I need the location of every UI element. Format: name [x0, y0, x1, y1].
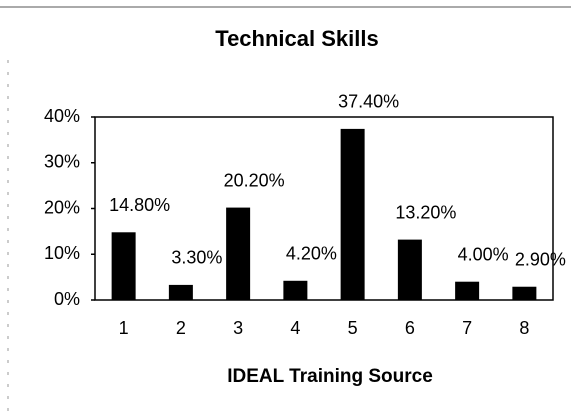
data-label: 4.20%	[286, 244, 337, 264]
y-tick-label: 40%	[44, 106, 80, 126]
x-tick-label: 2	[176, 318, 186, 338]
data-label: 4.00%	[458, 244, 509, 264]
bar	[168, 284, 193, 300]
data-label: 20.20%	[224, 170, 285, 190]
chart-title: Technical Skills	[215, 26, 378, 51]
x-tick-label: 3	[233, 318, 243, 338]
x-tick-label: 7	[462, 318, 472, 338]
x-tick-label: 6	[405, 318, 415, 338]
y-tick-label: 30%	[44, 152, 80, 172]
x-tick-label: 1	[119, 318, 129, 338]
data-label: 14.80%	[109, 195, 170, 215]
x-axis-label: IDEAL Training Source	[227, 366, 433, 387]
x-tick-label: 8	[519, 318, 529, 338]
data-label: 3.30%	[171, 248, 222, 268]
x-tick-label: 5	[348, 318, 358, 338]
data-label: 13.20%	[395, 202, 456, 222]
bar	[340, 128, 365, 300]
data-label: 37.40%	[338, 92, 399, 112]
bar	[226, 207, 251, 300]
y-tick-label: 0%	[54, 289, 80, 309]
bar	[111, 232, 136, 300]
bar	[512, 286, 537, 300]
bar	[455, 281, 480, 300]
y-tick-label: 10%	[44, 243, 80, 263]
bar	[397, 239, 422, 300]
bar	[283, 280, 308, 300]
y-tick-label: 20%	[44, 197, 80, 217]
data-label: 2.90%	[515, 249, 566, 269]
x-tick-label: 4	[290, 318, 300, 338]
